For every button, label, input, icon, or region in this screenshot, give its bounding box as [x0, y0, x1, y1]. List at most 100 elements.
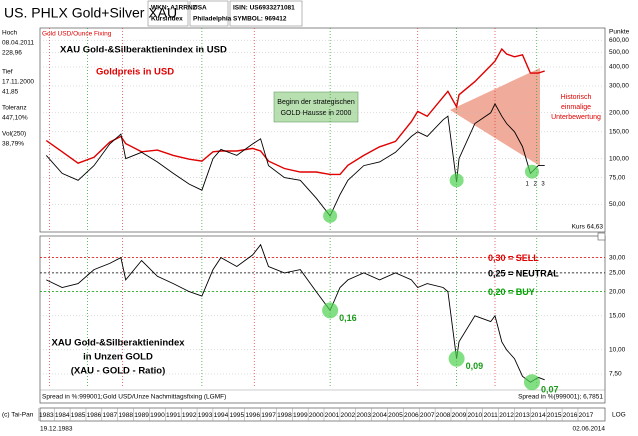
annotation: Gold USD/Ounce Fixing	[42, 31, 112, 38]
stat-value: 38,79%	[2, 141, 24, 148]
legend-label: XAU Gold-&Silberaktienindex in USD	[60, 45, 227, 56]
x-tick-label: 2008	[436, 412, 451, 419]
stat-value: 447,10%	[2, 115, 28, 122]
annotation: Spread in %:999001;Gold USD/Unze Nachmit…	[42, 394, 226, 401]
annotation-box	[273, 91, 359, 123]
low-marker	[524, 164, 539, 179]
y-tick-label: 15,00	[609, 313, 626, 320]
series-line	[45, 102, 545, 217]
copyright: (c) Tai-Pan	[2, 412, 34, 419]
x-tick-label: 1994	[214, 412, 229, 419]
country: USA	[193, 5, 207, 12]
stat-label: Vol(250)	[2, 131, 26, 138]
stat-value: 41,85	[2, 89, 19, 96]
x-tick-label: 1986	[87, 412, 102, 419]
y-tick-label: 200,00	[609, 110, 629, 117]
annotation: Spread in %(999001); 6,7851	[518, 394, 603, 401]
level-label: 0,20 = BUY	[488, 287, 535, 297]
x-tick-label: 2012	[499, 412, 514, 419]
y-tick-label: 10,00	[609, 347, 626, 354]
annotation: Historisch	[561, 94, 592, 101]
stat-value: 08.04.2011	[2, 40, 34, 47]
y-tick-label: 100,00	[609, 155, 629, 162]
annotation: Beginn der strategischen	[277, 99, 355, 106]
x-tick-label: 1998	[277, 412, 292, 419]
callout-label: 0,09	[466, 361, 484, 371]
x-tick-label: 1993	[198, 412, 213, 419]
x-tick-label: 2009	[452, 412, 467, 419]
page-title: US. PHLX Gold+Silver XAU	[4, 5, 177, 21]
level-label: 0,25 = NEUTRAL	[488, 268, 559, 278]
annotation: in Unzen GOLD	[83, 352, 153, 363]
x-tick-label: 1992	[182, 412, 197, 419]
upper-frame	[39, 27, 606, 233]
callout-label: 0,16	[339, 313, 357, 323]
annotation: GOLD-Hausse in 2000	[281, 110, 352, 117]
low-marker	[322, 302, 339, 319]
x-tick-label: 1988	[118, 412, 133, 419]
x-tick-label: 1983	[39, 412, 54, 419]
y-tick-label: 500,00	[609, 49, 629, 56]
lower-frame	[39, 235, 606, 404]
y-tick-label: 300,00	[609, 83, 629, 90]
x-tick-label: 2000	[309, 412, 324, 419]
x-tick-label: 2013	[515, 412, 530, 419]
marker-number: 1	[526, 182, 530, 188]
symbol: SYMBOL: 969412	[233, 16, 287, 23]
stat-label: Hoch	[2, 30, 18, 37]
y-tick-label: 50,00	[609, 201, 626, 208]
stat-label: Tief	[2, 69, 13, 76]
y-tick-label: 25,00	[609, 270, 626, 277]
y-tick-label: 600,00	[609, 37, 629, 44]
x-tick-label: 2010	[468, 412, 483, 419]
x-tick-label: 2006	[404, 412, 419, 419]
isin: ISIN: US6933271081	[233, 5, 295, 12]
low-marker	[449, 173, 464, 188]
stat-value: 17.11.2000	[2, 79, 34, 86]
x-tick-label: 2016	[563, 412, 578, 419]
end-date: 02.06.2014	[572, 426, 605, 433]
level-label: 0,30 = SELL	[488, 253, 539, 263]
info-box	[147, 0, 189, 27]
x-tick-label: 1989	[134, 412, 149, 419]
series-line	[46, 243, 545, 383]
y-tick-label: 30,00	[609, 254, 626, 261]
x-tick-label: 2007	[420, 412, 435, 419]
y-tick-label: 20,00	[609, 288, 626, 295]
y-tick-label: 400,00	[609, 64, 629, 71]
x-tick-label: 1999	[293, 412, 308, 419]
x-tick-label: 2005	[388, 412, 403, 419]
year-row	[39, 407, 606, 422]
stat-value: 228,96	[2, 50, 22, 57]
x-tick-label: 2001	[325, 412, 340, 419]
y-tick-label: 7,50	[609, 371, 622, 378]
x-tick-label: 1995	[229, 412, 244, 419]
undervaluation-wedge	[450, 68, 540, 166]
low-marker	[448, 350, 465, 367]
callout-label: 0,07	[541, 385, 559, 395]
close-icon[interactable]	[597, 232, 606, 241]
x-tick-label: 1996	[245, 412, 260, 419]
x-tick-label: 1985	[71, 412, 86, 419]
x-tick-label: 1987	[102, 412, 117, 419]
x-tick-label: 1990	[150, 412, 165, 419]
annotation: Unterbewertung	[551, 114, 601, 121]
exchange: Philadelphia	[193, 16, 232, 23]
annotation: (XAU - GOLD - Ratio)	[71, 366, 165, 377]
annotation: XAU Gold-&Silberaktienindex	[51, 338, 185, 349]
low-marker	[323, 208, 338, 223]
annotation: Kurs 64,63	[572, 224, 604, 231]
series-line	[45, 47, 545, 176]
low-marker	[523, 374, 540, 391]
y-tick-label: 75,00	[609, 174, 626, 181]
x-tick-label: 1984	[55, 412, 70, 419]
x-tick-label: 2014	[531, 412, 546, 419]
x-tick-label: 2004	[372, 412, 387, 419]
info-box	[229, 0, 303, 27]
x-tick-label: 1991	[166, 412, 181, 419]
x-tick-label: 2003	[356, 412, 371, 419]
legend-label: Goldpreis in USD	[96, 67, 174, 78]
y-axis-label: Punkte	[609, 29, 630, 36]
marker-number: 2	[533, 182, 537, 188]
